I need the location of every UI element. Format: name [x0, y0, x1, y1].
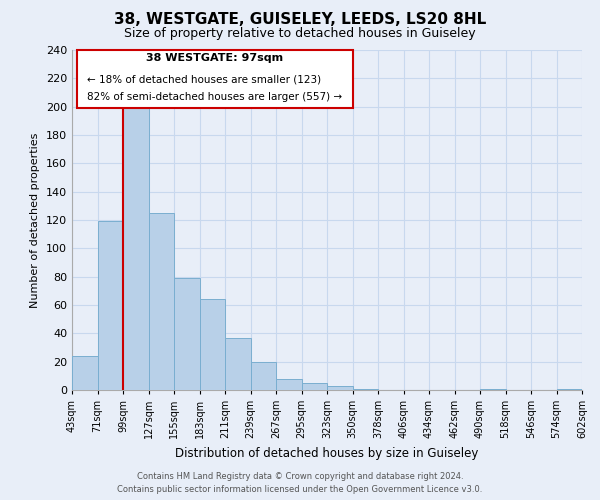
- Text: 38 WESTGATE: 97sqm: 38 WESTGATE: 97sqm: [146, 54, 283, 64]
- Bar: [327, 386, 353, 390]
- Text: 82% of semi-detached houses are larger (557) →: 82% of semi-detached houses are larger (…: [88, 92, 343, 102]
- Bar: [72, 356, 97, 390]
- Bar: [123, 108, 149, 390]
- Bar: [276, 378, 302, 390]
- Text: ← 18% of detached houses are smaller (123): ← 18% of detached houses are smaller (12…: [88, 74, 322, 85]
- Bar: [225, 338, 251, 390]
- Bar: [174, 278, 199, 390]
- X-axis label: Distribution of detached houses by size in Guiseley: Distribution of detached houses by size …: [175, 446, 479, 460]
- Bar: [199, 300, 225, 390]
- Text: Contains HM Land Registry data © Crown copyright and database right 2024.
Contai: Contains HM Land Registry data © Crown c…: [118, 472, 482, 494]
- Y-axis label: Number of detached properties: Number of detached properties: [31, 132, 40, 308]
- Text: Size of property relative to detached houses in Guiseley: Size of property relative to detached ho…: [124, 28, 476, 40]
- Text: 38, WESTGATE, GUISELEY, LEEDS, LS20 8HL: 38, WESTGATE, GUISELEY, LEEDS, LS20 8HL: [114, 12, 486, 28]
- Bar: [480, 388, 505, 390]
- Bar: [302, 383, 327, 390]
- Bar: [149, 213, 174, 390]
- Bar: [557, 388, 582, 390]
- FancyBboxPatch shape: [77, 50, 353, 108]
- Bar: [251, 362, 276, 390]
- Bar: [353, 388, 378, 390]
- Bar: [97, 222, 123, 390]
